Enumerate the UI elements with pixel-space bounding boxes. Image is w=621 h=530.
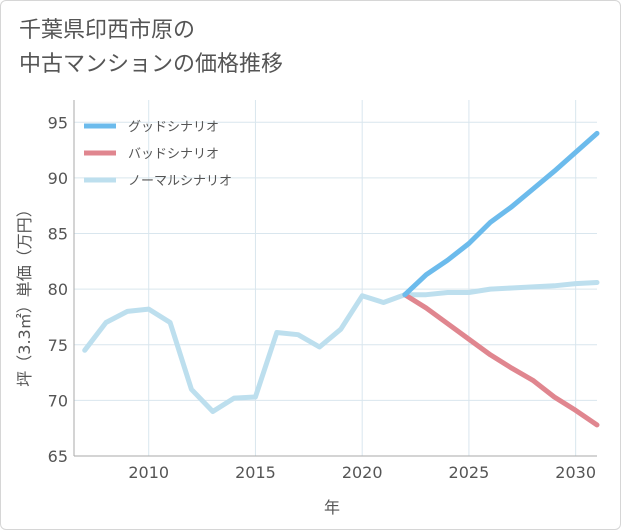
y-tick-label: 95 xyxy=(48,113,68,132)
chart-title-line1: 千葉県印西市原の xyxy=(19,18,196,43)
series-line-bad xyxy=(402,292,600,428)
x-tick-label: 2020 xyxy=(342,463,383,482)
series-lines xyxy=(82,130,600,428)
y-axis-label: 坪（3.3㎡）単価（万円） xyxy=(15,201,34,386)
y-tick-label: 65 xyxy=(48,447,68,466)
y-tick-label: 85 xyxy=(48,225,68,244)
y-tick-labels: 65 70 75 80 85 90 95 xyxy=(48,113,68,466)
legend-label-good: グッドシナリオ xyxy=(128,120,219,135)
x-tick-label: 2030 xyxy=(555,463,596,482)
axes xyxy=(73,100,597,457)
x-tick-labels: 2010 2015 2020 2025 2030 xyxy=(128,463,596,482)
chart-title: 千葉県印西市原の 中古マンションの価格推移 xyxy=(19,14,283,82)
legend-label-bad: バッドシナリオ xyxy=(128,147,219,162)
y-tick-label: 80 xyxy=(48,280,68,299)
series-line-good xyxy=(402,130,600,298)
y-tick-label: 90 xyxy=(48,169,68,188)
x-tick-label: 2010 xyxy=(128,463,169,482)
legend-item-normal[interactable]: ノーマルシナリオ xyxy=(84,174,232,189)
legend-item-good[interactable]: グッドシナリオ xyxy=(84,120,219,135)
x-tick-label: 2025 xyxy=(449,463,490,482)
y-tick-label: 75 xyxy=(48,336,68,355)
legend-item-bad[interactable]: バッドシナリオ xyxy=(84,147,219,162)
x-axis-label: 年 xyxy=(324,498,340,517)
x-tick-label: 2015 xyxy=(235,463,276,482)
y-tick-label: 70 xyxy=(48,391,68,410)
legend-label-normal: ノーマルシナリオ xyxy=(128,174,232,189)
series-line-normal xyxy=(82,280,600,414)
chart-title-line2: 中古マンションの価格推移 xyxy=(19,52,284,77)
